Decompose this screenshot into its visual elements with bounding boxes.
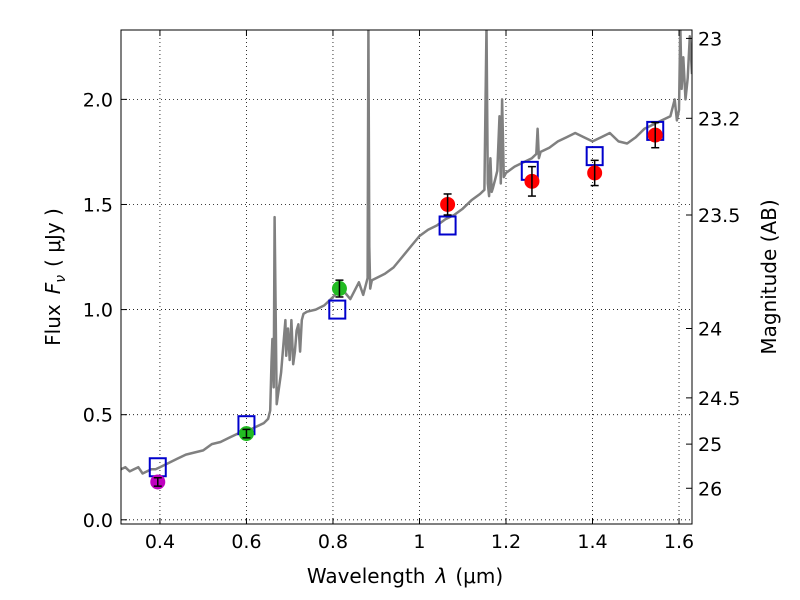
y2-tick-label: 23 [698, 28, 722, 50]
x-axis-ticks: 0.4 0.6 0.8 1 1.2 1.4 1.6 [145, 30, 694, 553]
x-tick-label: 1.4 [577, 531, 607, 553]
y-tick-label: 1.5 [83, 194, 113, 216]
x-axis-label: Wavelength λ (μm) [307, 564, 503, 588]
x-tick-label: 1 [413, 531, 425, 553]
x-tick-label: 1.6 [664, 531, 694, 553]
y2-tick-label: 26 [698, 478, 722, 500]
y-axis-ticks: 0.0 0.5 1.0 1.5 2.0 [83, 89, 127, 532]
y-tick-label: 1.0 [83, 300, 113, 322]
y2-tick-label: 24 [698, 319, 722, 341]
spectrum-layer [121, 30, 692, 475]
x-tick-label: 1.2 [491, 531, 521, 553]
y-tick-label: 0.5 [83, 405, 113, 427]
y2-axis-ticks: 23 23.2 23.5 24 24.5 25 26 [686, 28, 740, 500]
grid-lines [121, 30, 692, 524]
model-square [438, 215, 457, 236]
y-tick-label: 2.0 [83, 89, 113, 111]
x-tick-label: 0.4 [145, 531, 175, 553]
x-tick-label: 0.8 [318, 531, 348, 553]
x-tick-label: 0.6 [231, 531, 261, 553]
y2-tick-label: 25 [698, 434, 722, 456]
y2-tick-label: 24.5 [698, 388, 740, 410]
spectrum-line [121, 30, 692, 475]
y-axis-label: FluxFν( μJy ) [41, 208, 69, 346]
observed-points-layer [150, 121, 663, 490]
y2-axis-label: Magnitude (AB) [757, 199, 781, 354]
y2-tick-label: 23.5 [698, 205, 740, 227]
plot-frame [120, 29, 693, 525]
model-squares-layer [148, 120, 665, 478]
model-square [328, 299, 347, 320]
y2-tick-label: 23.2 [698, 108, 740, 130]
y-tick-label: 0.0 [83, 510, 113, 532]
